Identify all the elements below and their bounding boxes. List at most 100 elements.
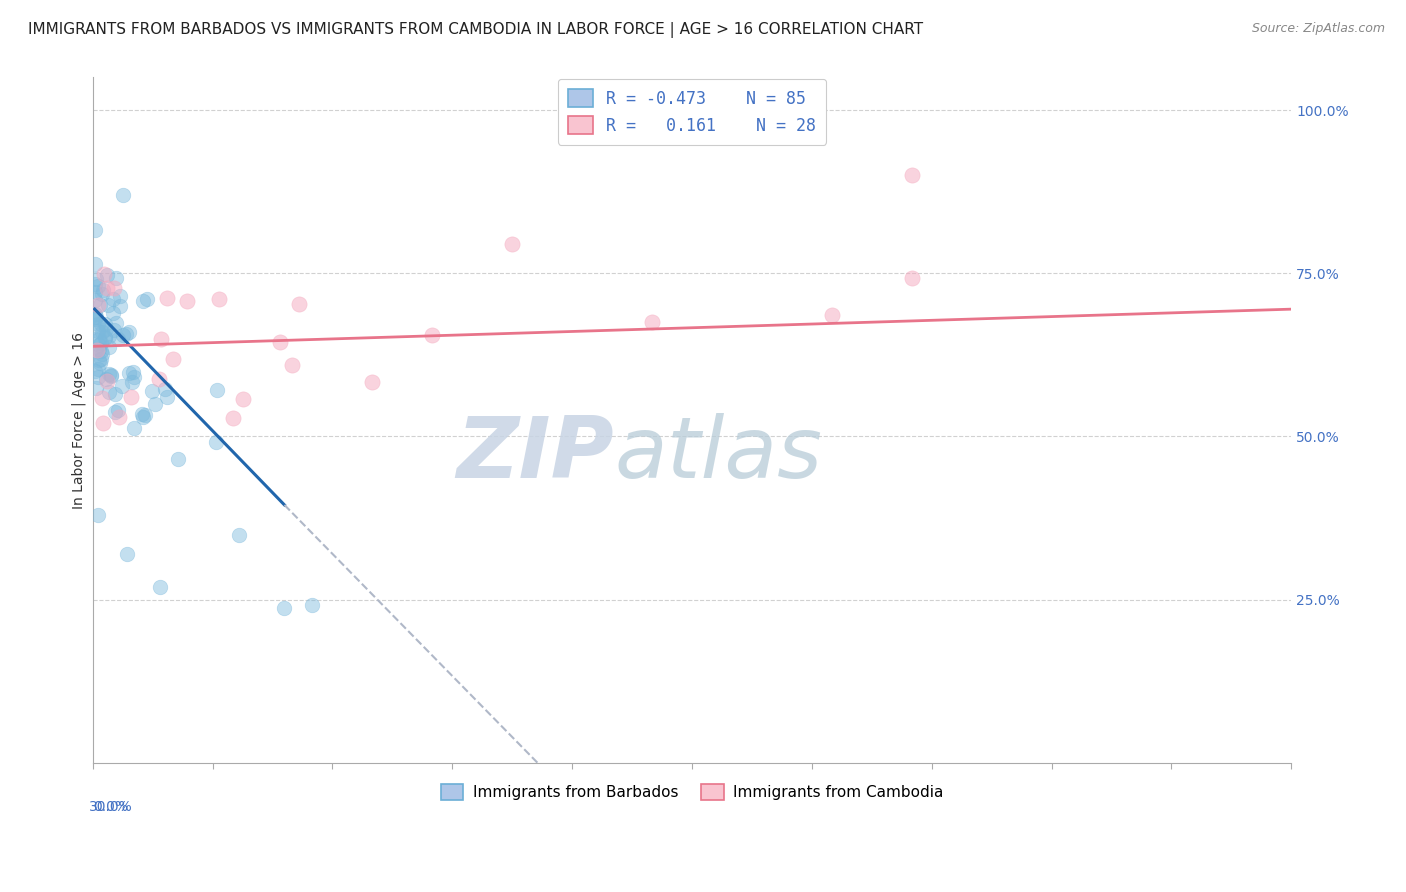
Point bbox=[420, 327, 443, 342]
Point bbox=[83, 285, 105, 300]
Point bbox=[83, 312, 105, 326]
Point bbox=[90, 335, 112, 350]
Point bbox=[91, 347, 114, 361]
Point bbox=[117, 547, 139, 561]
Point bbox=[104, 405, 127, 419]
Point bbox=[100, 368, 122, 383]
Point bbox=[89, 318, 111, 332]
Point bbox=[122, 365, 145, 379]
Point bbox=[83, 308, 105, 322]
Point bbox=[87, 508, 110, 522]
Point bbox=[118, 367, 141, 381]
Point bbox=[167, 451, 190, 466]
Point bbox=[361, 375, 384, 389]
Point bbox=[156, 291, 179, 305]
Point bbox=[97, 340, 120, 354]
Point bbox=[131, 408, 153, 422]
Point bbox=[90, 343, 112, 358]
Point bbox=[90, 352, 112, 367]
Point bbox=[281, 358, 304, 372]
Point bbox=[120, 390, 142, 404]
Point bbox=[107, 332, 129, 346]
Point bbox=[232, 392, 254, 406]
Point bbox=[100, 368, 122, 382]
Text: Source: ZipAtlas.com: Source: ZipAtlas.com bbox=[1251, 22, 1385, 36]
Legend: Immigrants from Barbados, Immigrants from Cambodia: Immigrants from Barbados, Immigrants fro… bbox=[434, 779, 949, 806]
Point bbox=[91, 283, 114, 297]
Point bbox=[96, 281, 118, 295]
Point bbox=[132, 294, 155, 309]
Point bbox=[97, 297, 120, 311]
Point bbox=[94, 330, 117, 344]
Point bbox=[107, 402, 129, 417]
Point bbox=[111, 379, 134, 393]
Point bbox=[900, 271, 922, 285]
Point bbox=[288, 297, 311, 311]
Point bbox=[94, 372, 117, 386]
Point bbox=[101, 306, 124, 320]
Point bbox=[301, 598, 323, 612]
Point bbox=[228, 527, 250, 541]
Point bbox=[89, 298, 111, 312]
Point bbox=[221, 411, 243, 425]
Point bbox=[91, 417, 114, 431]
Point bbox=[156, 390, 179, 404]
Point bbox=[111, 188, 134, 202]
Point bbox=[118, 325, 141, 339]
Text: atlas: atlas bbox=[614, 413, 823, 496]
Point bbox=[269, 335, 291, 350]
Point bbox=[94, 317, 117, 331]
Point bbox=[87, 342, 110, 356]
Point bbox=[150, 332, 173, 346]
Point bbox=[83, 310, 105, 324]
Point bbox=[821, 309, 844, 323]
Point bbox=[143, 397, 166, 411]
Point bbox=[87, 317, 110, 331]
Point bbox=[273, 601, 295, 615]
Point bbox=[122, 421, 145, 435]
Point bbox=[91, 286, 114, 301]
Text: IMMIGRANTS FROM BARBADOS VS IMMIGRANTS FROM CAMBODIA IN LABOR FORCE | AGE > 16 C: IMMIGRANTS FROM BARBADOS VS IMMIGRANTS F… bbox=[28, 22, 924, 38]
Point bbox=[148, 372, 170, 386]
Point bbox=[83, 223, 105, 237]
Point bbox=[93, 267, 115, 281]
Point bbox=[176, 293, 198, 308]
Point bbox=[108, 409, 131, 424]
Point bbox=[90, 325, 112, 339]
Point bbox=[134, 409, 156, 423]
Point bbox=[104, 316, 127, 330]
Point bbox=[83, 257, 105, 271]
Point bbox=[89, 356, 111, 370]
Point bbox=[135, 293, 157, 307]
Point bbox=[87, 337, 110, 351]
Point bbox=[111, 328, 134, 343]
Point bbox=[208, 292, 231, 306]
Point bbox=[205, 383, 228, 397]
Point bbox=[205, 434, 228, 449]
Point bbox=[97, 385, 120, 400]
Point bbox=[83, 332, 105, 346]
Point bbox=[96, 374, 118, 388]
Point bbox=[89, 353, 111, 368]
Point bbox=[105, 270, 128, 285]
Point bbox=[91, 391, 114, 405]
Point bbox=[153, 382, 176, 396]
Point bbox=[104, 387, 127, 401]
Point bbox=[84, 381, 107, 395]
Point bbox=[84, 310, 107, 324]
Point bbox=[98, 329, 121, 343]
Point bbox=[86, 343, 108, 357]
Point bbox=[121, 376, 143, 390]
Point bbox=[86, 325, 108, 339]
Point bbox=[103, 281, 125, 295]
Point bbox=[83, 277, 105, 292]
Point bbox=[103, 293, 125, 307]
Point bbox=[87, 369, 110, 384]
Point bbox=[94, 331, 117, 345]
Point bbox=[87, 297, 110, 311]
Text: 30.0%: 30.0% bbox=[89, 800, 132, 814]
Point bbox=[83, 364, 105, 378]
Point bbox=[103, 323, 125, 337]
Point bbox=[108, 299, 131, 313]
Point bbox=[641, 315, 664, 329]
